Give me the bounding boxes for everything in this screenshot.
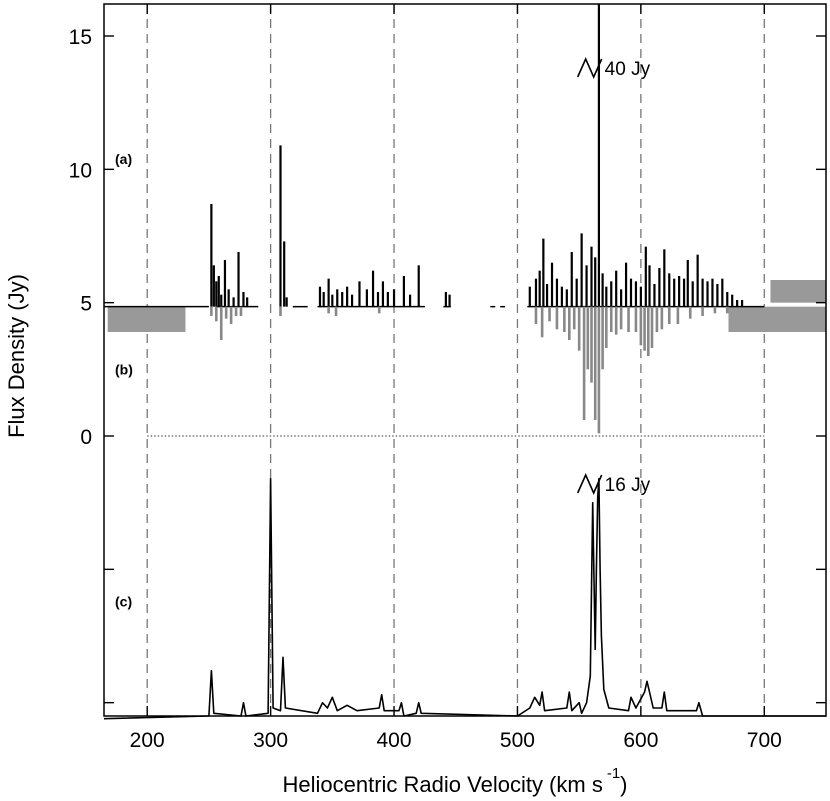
x-tick-label-300: 300 <box>253 729 288 752</box>
axis-ticks <box>104 4 826 716</box>
axis-tick-labels: 200 300 400 500 600 700 0 5 10 15 <box>69 26 782 752</box>
plot-frame <box>103 3 827 717</box>
grey-block-2 <box>770 280 826 303</box>
panel-label-a: (a) <box>115 151 132 167</box>
x-axis-label-sup: -1 <box>607 765 620 782</box>
grid-lines <box>146 4 765 716</box>
annotation-40-jy: 40 Jy <box>605 59 651 80</box>
series-b <box>210 306 729 434</box>
series-c <box>103 477 826 720</box>
annotation-16-jy: 16 Jy <box>605 475 651 496</box>
y-tick-label-5: 5 <box>80 293 92 316</box>
x-tick-label-600: 600 <box>623 729 658 752</box>
x-tick-label-500: 500 <box>500 729 535 752</box>
x-axis-label: Heliocentric Radio Velocity (km s -1) <box>282 765 627 797</box>
panel-label-c: (c) <box>115 594 132 610</box>
y-tick-label-15: 15 <box>69 26 92 49</box>
x-axis-label-close: ) <box>620 772 627 797</box>
grey-block-1 <box>728 306 826 332</box>
grey-blocks <box>107 280 826 332</box>
grey-block-0 <box>107 306 186 332</box>
break-symbol-16jy <box>576 473 603 495</box>
x-tick-label-200: 200 <box>130 729 165 752</box>
series-a <box>210 4 744 307</box>
panel-label-b: (b) <box>115 362 133 378</box>
spectrum-traces <box>103 4 826 720</box>
x-axis-label-text: Heliocentric Radio Velocity (km s <box>282 772 602 797</box>
y-tick-label-10: 10 <box>69 159 92 182</box>
y-tick-label-0: 0 <box>80 426 92 449</box>
break-symbol-40jy <box>576 57 603 79</box>
y-axis-label: Flux Density (Jy) <box>4 274 29 438</box>
x-tick-label-700: 700 <box>747 729 782 752</box>
x-tick-label-400: 400 <box>377 729 412 752</box>
series-line-c <box>103 477 826 720</box>
